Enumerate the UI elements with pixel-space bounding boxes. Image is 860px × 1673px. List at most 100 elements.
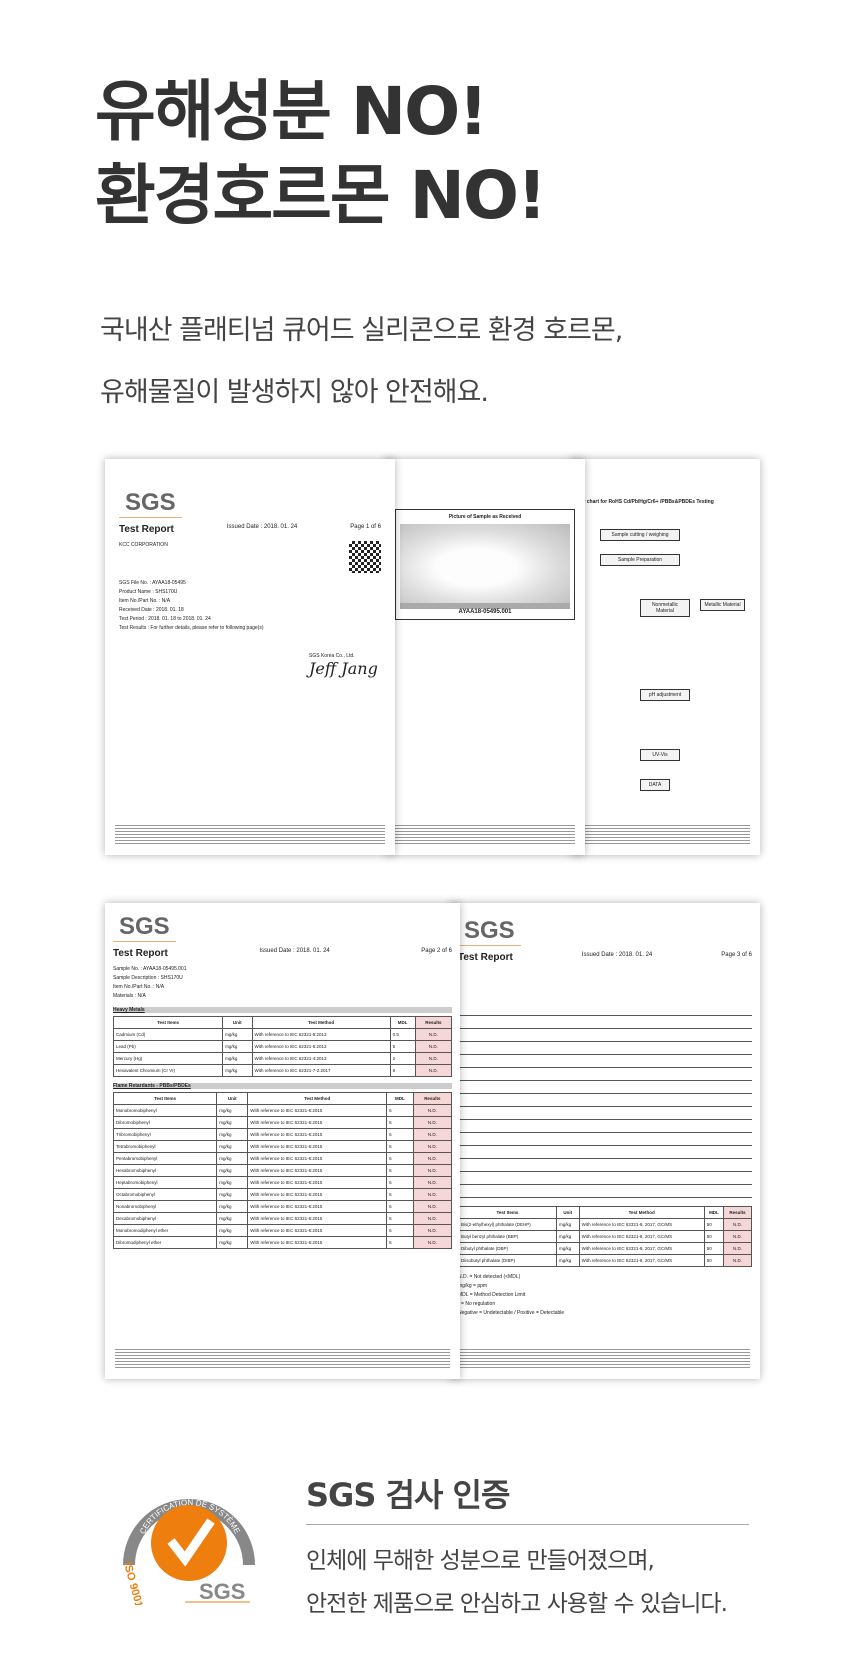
sample-photo xyxy=(400,524,570,609)
table-cell: With reference to IEC 62321-7-2:2017 xyxy=(251,1064,391,1077)
report-page-2: Picture of Sample as Received AYAA18-054… xyxy=(385,459,585,855)
table-cell: 5 xyxy=(386,1188,414,1201)
flow-box: UV-Vis xyxy=(640,749,680,761)
divider xyxy=(306,1524,749,1525)
table-row: Butyl benzyl phthalate (BBP) mg/kg With re… xyxy=(458,1230,752,1243)
column-header: Unit xyxy=(555,1206,580,1219)
table-cell: N.D. xyxy=(412,1188,453,1201)
table-cell: With reference to IEC 62321-6:2015 xyxy=(247,1140,388,1153)
table-cell: 5 xyxy=(386,1212,414,1225)
table-cell: Dibromobiphenyl xyxy=(112,1116,218,1129)
report-page-3: Flow chart for RoHS Cd/Pb/Hg/Cr6+ /PBBs&… xyxy=(570,459,760,855)
flow-box: Sample Preparation xyxy=(600,554,680,566)
table-cell: Lead (Pb) xyxy=(112,1040,224,1053)
table-cell: N.D. xyxy=(412,1116,453,1129)
table-cell: N.D. xyxy=(723,1254,752,1267)
table-cell: mg/kg xyxy=(555,1230,580,1243)
cert-line1: 인체에 무해한 성분으로 만들어졌으며, xyxy=(306,1548,655,1574)
table-cell: 50 xyxy=(703,1230,725,1243)
table-cell: N.D. xyxy=(412,1104,453,1117)
column-header: Test Items xyxy=(112,1092,218,1105)
table-cell: mg/kg xyxy=(222,1040,253,1053)
section-heavy-metals: Heavy Metals xyxy=(113,1007,452,1013)
table-cell: With reference to IEC 62321-8, 2017, GC/… xyxy=(578,1230,705,1243)
table-row: Hexavalent Chromium (Cr VI) mg/kg With ref… xyxy=(112,1064,453,1077)
table-cell: mg/kg xyxy=(222,1064,253,1077)
report-page-1: SGS Test Report Issued Date : 2018. 01. 2… xyxy=(105,459,395,855)
table-cell: mg/kg xyxy=(216,1200,249,1213)
table-cell: 50 xyxy=(703,1218,725,1231)
issued-date: Issued Date : 2018. 01. 24 xyxy=(226,524,298,530)
table-cell: With reference to IEC 62321-6:2015 xyxy=(247,1212,388,1225)
table-row: Octabromobiphenyl mg/kg With reference to … xyxy=(112,1188,453,1201)
page-number: Page 2 of 6 xyxy=(421,948,452,954)
column-header: Test Method xyxy=(251,1016,391,1029)
table-row: Dibromodiphenyl ether mg/kg With reference… xyxy=(112,1236,453,1249)
table-cell: N.D. xyxy=(723,1218,752,1231)
table-cell: mg/kg xyxy=(555,1218,580,1231)
field: SGS File No. : AYAA18-05495 xyxy=(119,580,186,586)
table-row: Nonabromobiphenyl mg/kg With reference to … xyxy=(112,1200,453,1213)
table-cell: N.D. xyxy=(412,1224,453,1237)
table-row: Monobromodiphenyl ether mg/kg With referen… xyxy=(112,1224,453,1237)
note: mg/kg = ppm xyxy=(458,1283,488,1289)
table-cell: With reference to IEC 62321-6:2015 xyxy=(247,1200,388,1213)
report-group-1: Flow chart for RoHS Cd/Pb/Hg/Cr6+ /PBBs&… xyxy=(105,459,760,859)
table-cell: 5 xyxy=(386,1104,414,1117)
table-row: Tribromobiphenyl mg/kg With reference to I… xyxy=(112,1128,453,1141)
table-cell: Hexavalent Chromium (Cr VI) xyxy=(112,1064,224,1077)
report-group-2: SGS Test Report Issued Date : 2018. 01. 2… xyxy=(105,903,760,1383)
intro-line1: 국내산 플래티넘 큐어드 실리콘으로 환경 호르몬, xyxy=(100,315,623,346)
table-row: Bis(2-ethylhexyl) phthalate (DEHP) mg/kg W… xyxy=(458,1218,752,1231)
table-cell: mg/kg xyxy=(222,1052,253,1065)
flow-box: Metallic Material xyxy=(700,599,745,611)
table-cell: Monobromodiphenyl ether xyxy=(112,1224,218,1237)
table-cell: 5 xyxy=(386,1152,414,1165)
table-cell: N.D. xyxy=(412,1152,453,1165)
field: Item No./Part No. : N/A xyxy=(119,598,171,604)
intro-line2: 유해물질이 발생하지 않아 안전해요. xyxy=(100,377,489,408)
cert-heading: SGS 검사 인증 xyxy=(306,1476,510,1514)
column-header: Unit xyxy=(216,1092,249,1105)
table-cell: mg/kg xyxy=(216,1104,249,1117)
table-cell: 5 xyxy=(386,1200,414,1213)
table-cell: Tribromobiphenyl xyxy=(112,1128,218,1141)
section-flame-retardants: Flame Retardants - PBBs/PBDEs xyxy=(113,1083,452,1089)
flow-box: Sample cutting / weighing xyxy=(600,529,680,541)
report-page-5: SGS Test Report Issued Date : 2018. 01. 2… xyxy=(450,903,760,1379)
table-cell: With reference to IEC 62321-6:2015 xyxy=(247,1104,388,1117)
table-row: Dibutyl phthalate (DBP) mg/kg With referen… xyxy=(458,1242,752,1255)
table-cell: With reference to IEC 62321-4:2013 xyxy=(251,1052,391,1065)
sgs-logo: SGS xyxy=(458,917,521,946)
report-footer xyxy=(580,825,750,845)
table-cell: N.D. xyxy=(412,1212,453,1225)
field: Product Name : SHS170U xyxy=(119,589,178,595)
report-fields: SGS File No. : AYAA18-05495 Product Name… xyxy=(119,579,381,633)
table-cell: 5 xyxy=(386,1116,414,1129)
table-cell: 5 xyxy=(386,1128,414,1141)
column-header: Results xyxy=(414,1016,453,1029)
field: Sample No. : AYAA18-05495.001 xyxy=(113,966,187,972)
page-number: Page 3 of 6 xyxy=(721,952,752,958)
table-row: Lead (Pb) mg/kg With reference to IEC 6232… xyxy=(112,1040,453,1053)
report-title: Test Report xyxy=(119,524,174,535)
table-cell: Octabromobiphenyl xyxy=(112,1188,218,1201)
issued-date: Issued Date : 2018. 01. 24 xyxy=(259,948,330,954)
table-cell: With reference to IEC 62321-6:2015 xyxy=(247,1236,388,1249)
table-cell: 50 xyxy=(703,1254,725,1267)
column-header: Test Items xyxy=(112,1016,224,1029)
page-number: Page 1 of 6 xyxy=(350,524,381,530)
table-cell: With reference to IEC 62321-6:2015 xyxy=(247,1116,388,1129)
field: Materials : N/A xyxy=(113,993,146,999)
table-cell: Tetrabromobiphenyl xyxy=(112,1140,218,1153)
column-header: Test Method xyxy=(578,1206,705,1219)
table-cell: With reference to IEC 62321-6:2015 xyxy=(247,1164,388,1177)
sgs-iso-certification-logo: CERTIFICATION DE SYSTÈME ISO 9001 SGS xyxy=(121,1498,255,1605)
table-cell: With reference to IEC 62321-6:2015 xyxy=(247,1224,388,1237)
table-cell: Dibromodiphenyl ether xyxy=(112,1236,218,1249)
table-cell: 5 xyxy=(386,1140,414,1153)
column-header: MDL xyxy=(703,1206,725,1219)
table-cell: mg/kg xyxy=(216,1152,249,1165)
table-row: Cadmium (Cd) mg/kg With reference to IEC 6… xyxy=(112,1028,453,1041)
table-cell: Nonabromobiphenyl xyxy=(112,1200,218,1213)
